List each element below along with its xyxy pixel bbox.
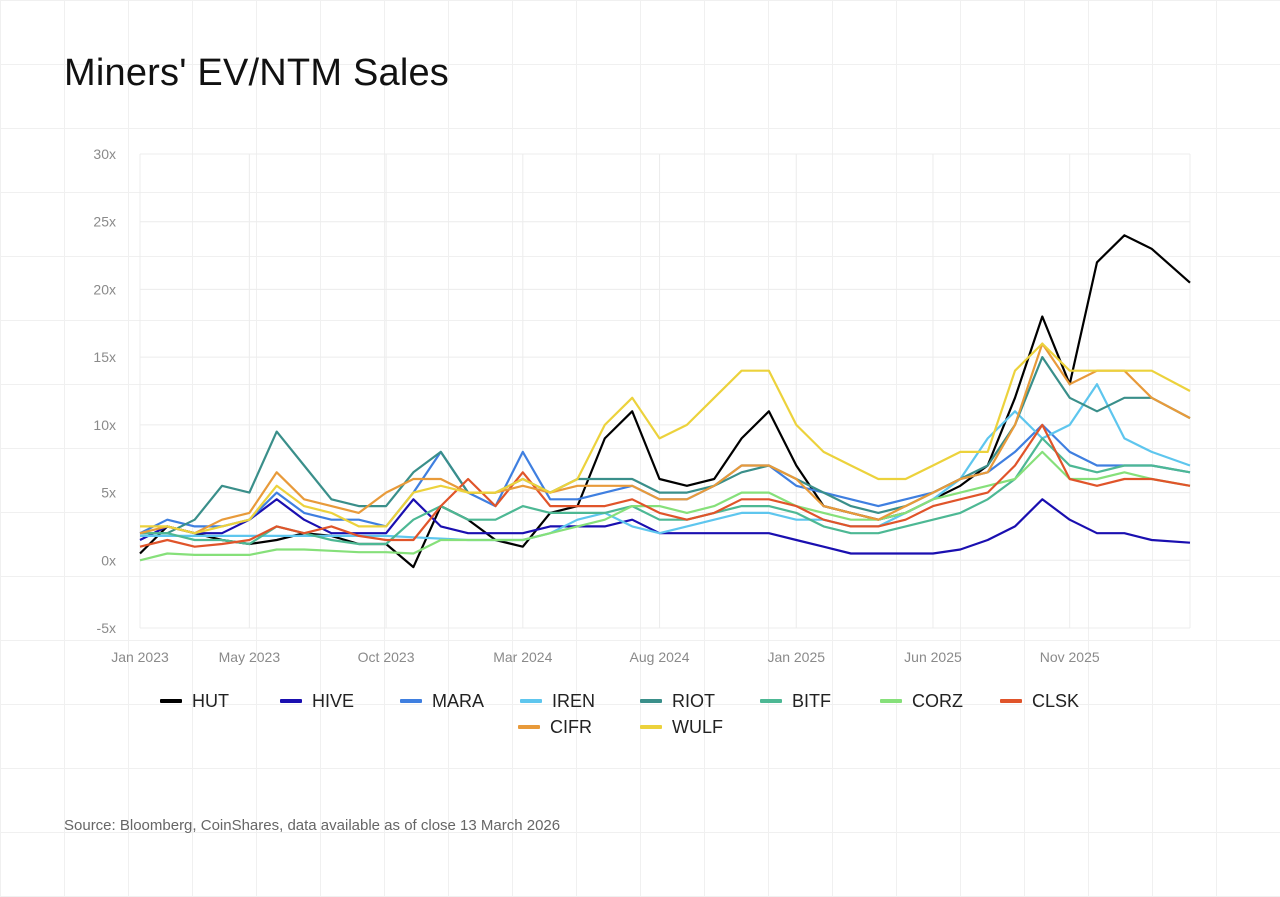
series-line-bitf [140,437,1191,546]
legend-item-bitf[interactable]: BITF [760,688,880,714]
legend-swatch [520,699,542,703]
legend-row: HUT HIVE MARA IREN RIOT BITF CORZ CLSK [160,688,1120,714]
y-tick-label: -5x [97,620,116,636]
legend-swatch [400,699,422,703]
legend-label: WULF [672,716,723,737]
x-tick-label: Nov 2025 [1040,649,1100,665]
series-line-hut [139,234,1191,569]
legend-swatch [760,699,782,703]
x-tick-label: Mar 2024 [493,649,552,665]
x-tick-label: Jan 2025 [767,649,825,665]
legend-item-cifr[interactable]: CIFR [518,714,640,740]
legend-label: HIVE [312,690,355,711]
legend-label: CORZ [912,690,963,711]
series-line-riot [140,356,1191,535]
series-line-cifr [139,342,1191,535]
legend-swatch [160,699,182,703]
y-tick-label: 5x [101,485,116,501]
legend-item-hive[interactable]: HIVE [280,688,400,714]
legend-swatch [1000,699,1022,703]
y-tick-label: 15x [93,349,116,365]
legend-label: CLSK [1032,690,1080,711]
y-tick-label: 10x [93,417,116,433]
legend-swatch [640,699,662,703]
legend-label: RIOT [672,690,715,711]
y-tick-label: 0x [101,552,116,568]
y-tick-label: 20x [93,281,116,297]
legend-label: MARA [432,690,485,711]
legend-item-wulf[interactable]: WULF [640,714,762,740]
legend-item-mara[interactable]: MARA [400,688,520,714]
legend-swatch [518,725,540,729]
x-tick-label: May 2023 [219,649,281,665]
source-note: Source: Bloomberg, CoinShares, data avai… [64,817,561,834]
legend-item-riot[interactable]: RIOT [640,688,760,714]
legend-label: CIFR [550,716,592,737]
legend-swatch [880,699,902,703]
chart-title: Miners' EV/NTM Sales [64,52,450,94]
x-tick-label: Aug 2024 [630,649,690,665]
series-line-clsk [139,423,1191,548]
x-tick-label: Jan 2023 [111,649,169,665]
legend-item-hut[interactable]: HUT [160,688,280,714]
y-tick-label: 30x [93,146,116,162]
legend: HUT HIVE MARA IREN RIOT BITF CORZ CLSK CIFR WULF [160,688,1120,740]
legend-label: IREN [552,690,596,711]
series-line-corz [139,450,1191,562]
line-chart: -5x 0x 5x 10x 15x 20x 25x 30x Jan 2023 May 2023 Oc… [93,146,1191,665]
legend-item-clsk[interactable]: CLSK [1000,688,1120,714]
legend-label: BITF [792,690,831,711]
legend-item-iren[interactable]: IREN [520,688,640,714]
x-tick-label: Jun 2025 [904,649,962,665]
y-tick-label: 25x [93,214,116,230]
legend-row: CIFR WULF [160,714,1120,740]
x-tick-label: Oct 2023 [358,649,415,665]
legend-swatch [280,699,302,703]
series-line-wulf [140,342,1191,535]
legend-swatch [640,725,662,729]
legend-label: HUT [192,690,229,711]
legend-item-corz[interactable]: CORZ [880,688,1000,714]
